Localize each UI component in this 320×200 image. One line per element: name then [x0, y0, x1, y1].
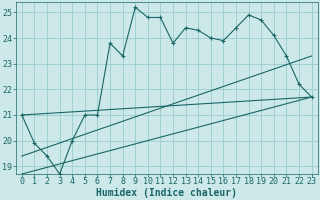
X-axis label: Humidex (Indice chaleur): Humidex (Indice chaleur) [96, 188, 237, 198]
